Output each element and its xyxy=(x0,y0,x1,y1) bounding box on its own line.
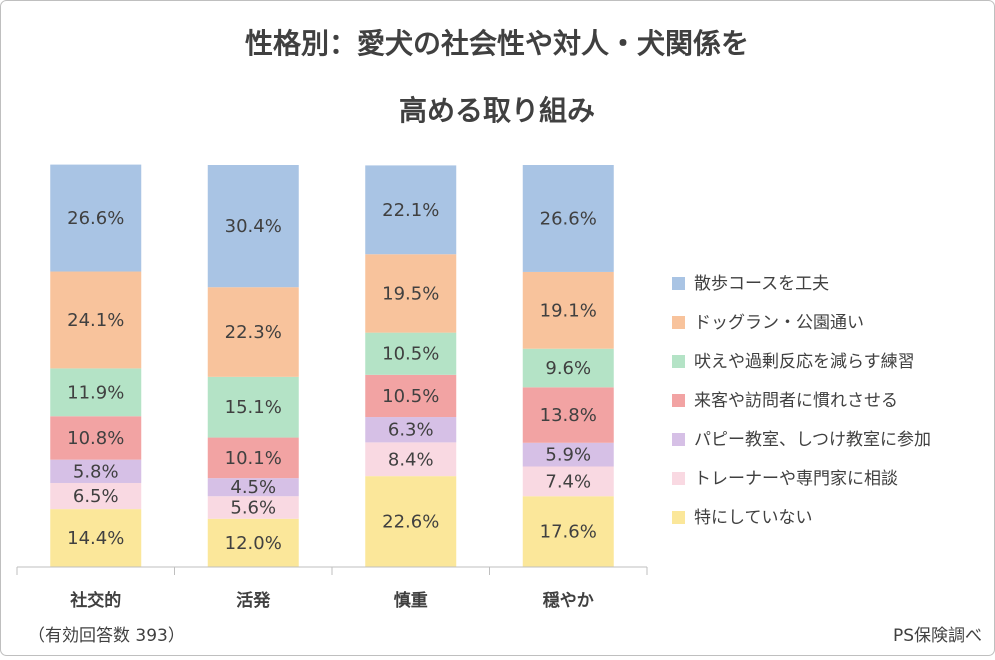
x-tick-label: 穏やか xyxy=(543,590,594,611)
bar-segment xyxy=(522,348,614,388)
bar-segment xyxy=(365,417,457,443)
bar-segment xyxy=(50,459,142,483)
value-label: 9.6% xyxy=(545,358,591,379)
legend-swatch xyxy=(672,316,685,329)
value-label: 8.4% xyxy=(388,449,434,470)
value-label: 19.1% xyxy=(540,300,597,321)
bar-segment xyxy=(207,496,299,519)
bar-segment xyxy=(207,518,299,567)
bar-segment xyxy=(50,368,142,417)
value-label: 6.3% xyxy=(388,420,434,441)
value-label: 13.8% xyxy=(540,405,597,426)
bar-segment xyxy=(522,271,614,349)
value-label: 5.6% xyxy=(230,498,276,519)
bar-segment xyxy=(522,496,614,567)
legend-label: パピー教室、しつけ教室に参加 xyxy=(694,430,931,450)
bar-segment xyxy=(365,374,457,418)
value-label: 24.1% xyxy=(67,310,124,331)
bar-segment xyxy=(207,437,299,479)
legend-swatch xyxy=(672,355,685,368)
legend-label: トレーナーや専門家に相談 xyxy=(694,469,898,489)
value-label: 14.4% xyxy=(67,528,124,549)
value-label: 10.5% xyxy=(382,386,439,407)
source: PS保険調べ xyxy=(893,626,982,646)
value-label: 11.9% xyxy=(67,382,124,403)
value-label: 30.4% xyxy=(225,216,282,237)
value-label: 26.6% xyxy=(67,208,124,229)
bar-segment xyxy=(522,387,614,443)
value-label: 22.3% xyxy=(225,322,282,343)
bar-segment xyxy=(365,254,457,333)
value-label: 17.6% xyxy=(540,522,597,543)
value-label: 15.1% xyxy=(225,397,282,418)
bar-segment xyxy=(207,478,299,497)
bar-segment xyxy=(365,442,457,477)
bar-segment xyxy=(50,164,142,272)
bar-segment xyxy=(50,509,142,567)
value-label: 5.8% xyxy=(73,461,119,482)
bar-segment xyxy=(50,271,142,369)
legend-label: 来客や訪問者に慣れさせる xyxy=(694,391,898,411)
bar-segment xyxy=(207,287,299,377)
value-label: 7.4% xyxy=(545,471,591,492)
bar-segment xyxy=(50,482,142,510)
x-tick-label: 慎重 xyxy=(394,590,428,611)
bar-segment xyxy=(207,376,299,438)
value-label: 10.8% xyxy=(67,428,124,449)
bar-segment xyxy=(207,165,299,288)
bar-segment xyxy=(522,466,614,497)
bar-segment xyxy=(522,165,614,272)
legend-swatch xyxy=(672,433,685,446)
value-label: 19.5% xyxy=(382,283,439,304)
note: （有効回答数 393） xyxy=(28,626,185,646)
legend-swatch xyxy=(672,472,685,485)
bar-segment xyxy=(365,165,457,255)
value-label: 26.6% xyxy=(540,208,597,229)
bar-segment xyxy=(50,416,142,460)
legend-label: ドッグラン・公園通い xyxy=(694,313,864,333)
legend-swatch xyxy=(672,511,685,524)
chart-title: 性格別：愛犬の社会性や対人・犬関係を xyxy=(245,27,749,60)
legend-swatch xyxy=(672,394,685,407)
legend-swatch xyxy=(672,277,685,290)
value-label: 6.5% xyxy=(73,486,119,507)
legend-label: 散歩コースを工夫 xyxy=(694,274,829,294)
value-label: 22.1% xyxy=(382,200,439,221)
x-tick-label: 社交的 xyxy=(69,590,121,611)
value-label: 4.5% xyxy=(230,477,276,498)
legend-label: 吠えや過剰反応を減らす練習 xyxy=(694,352,915,372)
bar-segment xyxy=(522,442,614,467)
value-label: 10.1% xyxy=(225,448,282,469)
value-label: 22.6% xyxy=(382,512,439,533)
value-label: 12.0% xyxy=(225,533,282,554)
x-tick-label: 活発 xyxy=(236,590,271,611)
value-label: 10.5% xyxy=(382,344,439,365)
value-label: 5.9% xyxy=(545,445,591,466)
legend-label: 特にしていない xyxy=(694,508,813,528)
bar-segment xyxy=(365,332,457,375)
chart-title: 高める取り組み xyxy=(399,94,595,127)
bar-segment xyxy=(365,476,457,567)
